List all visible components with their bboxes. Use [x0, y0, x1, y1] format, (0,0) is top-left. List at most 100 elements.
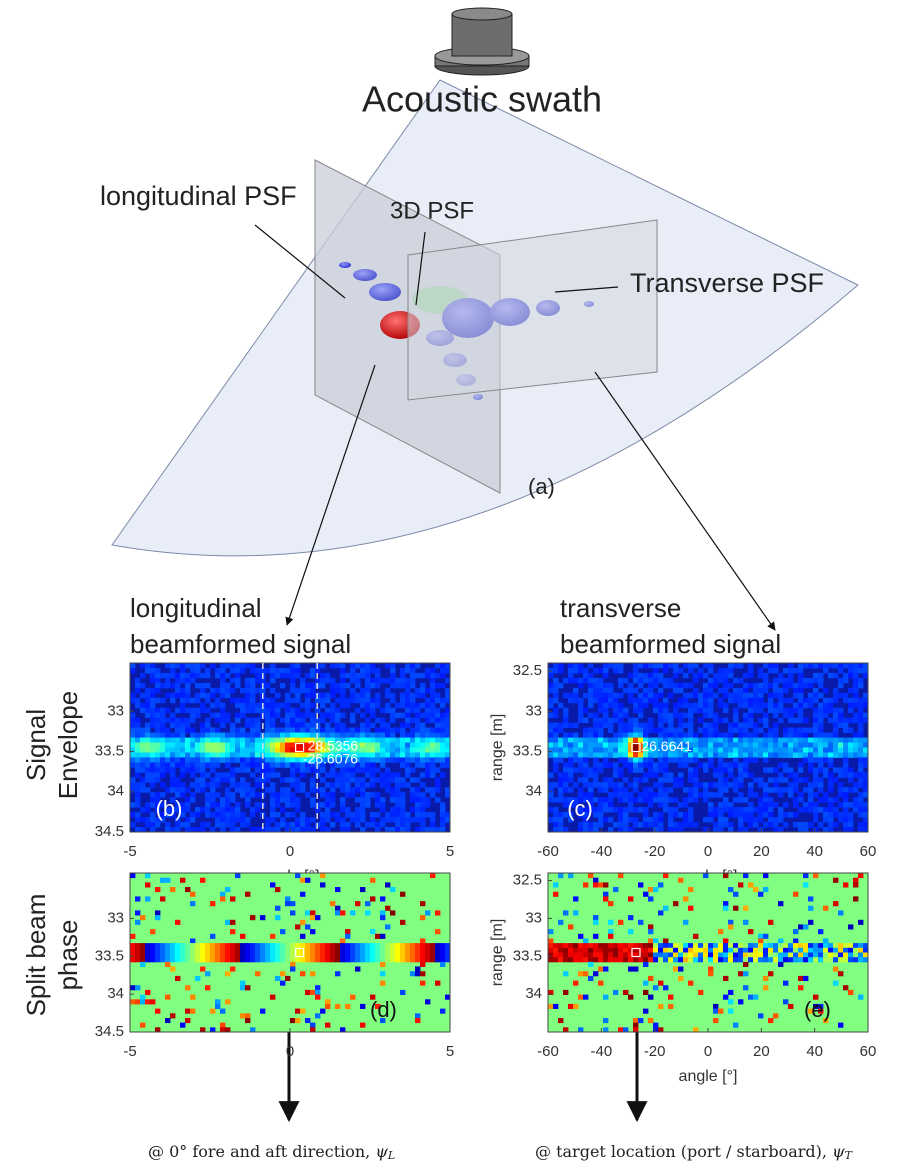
heatmap-cell	[573, 737, 579, 743]
heatmap-cell	[130, 787, 136, 793]
heatmap-cell	[598, 797, 604, 803]
heatmap-cell	[783, 812, 789, 818]
heatmap-cell	[583, 672, 589, 679]
heatmap-cell	[150, 742, 156, 748]
heatmap-cell	[773, 782, 779, 788]
heatmap-cell	[320, 822, 326, 828]
heatmap-cell	[235, 957, 241, 963]
heatmap-cell	[365, 802, 371, 808]
heatmap-cell	[823, 812, 829, 818]
heatmap-cell	[360, 692, 366, 699]
heatmap-cell	[400, 952, 406, 958]
heatmap-cell	[425, 702, 431, 709]
heatmap-cell	[803, 663, 809, 669]
heatmap-cell	[295, 777, 301, 783]
heatmap-cell	[335, 817, 341, 823]
heatmap-cell	[708, 966, 714, 972]
heatmap-cell	[140, 915, 146, 921]
heatmap-cell	[170, 812, 176, 818]
heatmap-cell	[195, 787, 201, 793]
heatmap-cell	[553, 943, 559, 949]
heatmap-cell	[405, 692, 411, 699]
heatmap-cell	[608, 663, 614, 669]
heatmap-cell	[618, 767, 624, 773]
heatmap-cell	[753, 887, 759, 893]
heatmap-cell	[275, 975, 281, 981]
heatmap-cell	[170, 777, 176, 783]
heatmap-cell	[140, 787, 146, 793]
heatmap-cell	[828, 827, 834, 833]
heatmap-cell	[375, 957, 381, 963]
heatmap-cell	[668, 722, 674, 728]
heatmap-cell	[285, 712, 291, 719]
heatmap-cell	[395, 777, 401, 783]
heatmap-cell	[140, 702, 146, 709]
heatmap-cell	[828, 787, 834, 793]
heatmap-cell	[678, 947, 684, 953]
heatmap-cell	[185, 1008, 191, 1014]
heatmap-cell	[698, 782, 704, 788]
heatmap-cell	[155, 727, 161, 733]
heatmap-cell	[813, 692, 819, 699]
heatmap-cell	[828, 752, 834, 758]
heatmap-cell	[340, 692, 346, 699]
heatmap-cell	[658, 910, 664, 916]
heatmap-cell	[425, 672, 431, 679]
heatmap-cell	[813, 752, 819, 758]
heatmap-cell	[265, 787, 271, 793]
heatmap-cell	[608, 747, 614, 753]
heatmap-cell	[753, 994, 759, 1000]
heatmap-cell	[583, 812, 589, 818]
heatmap-cell	[345, 947, 351, 953]
heatmap-cell	[748, 882, 754, 888]
heatmap-cell	[753, 682, 759, 689]
heatmap-cell	[778, 772, 784, 778]
heatmap-cell	[375, 672, 381, 679]
heatmap-cell	[385, 782, 391, 788]
heatmap-cell	[743, 812, 749, 818]
x-tick-label: 20	[753, 1043, 770, 1060]
heatmap-cell	[185, 717, 191, 724]
heatmap-cell	[355, 797, 361, 803]
heatmap-cell	[295, 752, 301, 758]
heatmap-cell	[638, 957, 644, 963]
heatmap-cell	[748, 752, 754, 758]
heatmap-cell	[150, 827, 156, 833]
heatmap-cell	[155, 915, 161, 921]
heatmap-cell	[200, 663, 206, 669]
heatmap-cell	[305, 947, 311, 953]
heatmap-cell	[235, 672, 241, 679]
heatmap-cell	[240, 777, 246, 783]
heatmap-cell	[275, 802, 281, 808]
heatmap-cell	[365, 737, 371, 743]
heatmap-cell	[165, 727, 171, 733]
heatmap-cell	[728, 919, 734, 925]
heatmap-cell	[783, 712, 789, 719]
heatmap-cell	[803, 957, 809, 963]
heatmap-cell	[160, 802, 166, 808]
heatmap-cell	[410, 792, 416, 798]
heatmap-cell	[643, 1008, 649, 1014]
heatmap-cell	[818, 702, 824, 709]
heatmap-cell	[420, 822, 426, 828]
heatmap-cell	[205, 697, 211, 704]
heatmap-cell	[678, 712, 684, 719]
heatmap-cell	[145, 989, 151, 995]
heatmap-cell	[593, 919, 599, 925]
heatmap-cell	[255, 767, 261, 773]
heatmap-cell	[225, 812, 231, 818]
heatmap-cell	[738, 792, 744, 798]
heatmap-cell	[280, 702, 286, 709]
heatmap-cell	[415, 762, 421, 768]
heatmap-cell	[603, 957, 609, 963]
heatmap-cell	[310, 797, 316, 803]
heatmap-cell	[638, 677, 644, 684]
heatmap-cell	[848, 787, 854, 793]
heatmap-cell	[140, 817, 146, 823]
heatmap-cell	[808, 742, 814, 748]
heatmap-cell	[733, 957, 739, 963]
heatmap-cell	[563, 971, 569, 977]
heatmap-cell	[723, 692, 729, 699]
heatmap-cell	[578, 777, 584, 783]
heatmap-cell	[768, 817, 774, 823]
